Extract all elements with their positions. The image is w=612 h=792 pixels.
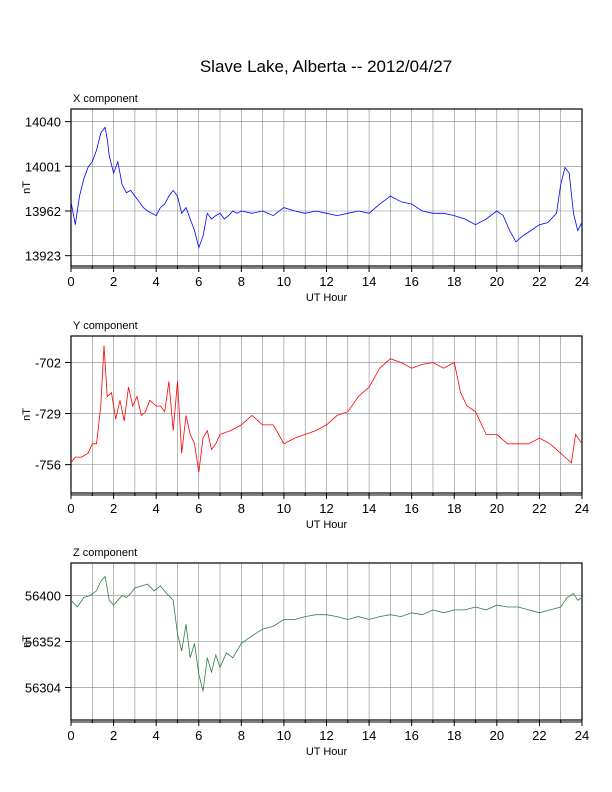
y-tick-label: -729 [35,407,61,422]
x-tick-label: 0 [67,728,74,743]
x-tick-label: 4 [153,274,160,289]
x-tick-label: 0 [67,274,74,289]
x-axis-label: UT Hour [306,746,348,758]
x-tick-label: 14 [362,501,376,516]
x-tick-label: 18 [447,274,461,289]
component-label: Z component [73,547,137,559]
x-tick-label: 10 [277,728,291,743]
x-tick-label: 10 [277,274,291,289]
x-tick-label: 14 [362,728,376,743]
x-tick-label: 2 [110,274,117,289]
y-axis-label: nT [21,408,33,421]
x-tick-label: 2 [110,728,117,743]
x-tick-label: 6 [195,501,202,516]
x-tick-label: 2 [110,501,117,516]
x-tick-label: 16 [404,728,418,743]
x-tick-label: 8 [238,728,245,743]
page-title: Slave Lake, Alberta -- 2012/04/27 [199,57,453,76]
x-tick-label: 6 [195,274,202,289]
x-tick-label: 14 [362,274,376,289]
x-tick-label: 6 [195,728,202,743]
x-tick-label: 22 [532,501,546,516]
component-label: Y component [73,320,138,332]
series-line [70,126,583,250]
x-tick-label: 22 [532,728,546,743]
x-tick-label: 18 [447,728,461,743]
y-tick-label: 14040 [25,115,61,130]
y-axis-label: nT [21,635,33,648]
x-tick-label: 24 [575,728,589,743]
component-label: X component [73,93,138,105]
series-line [70,575,583,692]
x-axis-label: UT Hour [306,519,348,531]
x-tick-label: 20 [490,728,504,743]
x-tick-label: 12 [319,728,333,743]
x-tick-label: 8 [238,501,245,516]
y-tick-label: 56304 [25,680,61,695]
x-tick-label: 8 [238,274,245,289]
x-tick-label: 24 [575,501,589,516]
x-tick-label: 16 [404,501,418,516]
y-tick-label: -756 [35,458,61,473]
x-tick-label: 4 [153,501,160,516]
y-tick-label: 56400 [25,589,61,604]
x-tick-label: 4 [153,728,160,743]
x-tick-label: 18 [447,501,461,516]
x-tick-label: 20 [490,501,504,516]
y-tick-label: 14001 [25,159,61,174]
x-tick-label: 0 [67,501,74,516]
x-axis-label: UT Hour [306,292,348,304]
x-tick-label: 10 [277,501,291,516]
x-tick-label: 16 [404,274,418,289]
x-tick-label: 20 [490,274,504,289]
series-line [70,345,583,473]
x-tick-label: 12 [319,274,333,289]
x-tick-label: 22 [532,274,546,289]
x-tick-label: 24 [575,274,589,289]
y-tick-label: 13923 [25,249,61,264]
y-axis-label: nT [21,181,33,194]
x-tick-label: 12 [319,501,333,516]
y-tick-label: -702 [35,355,61,370]
y-tick-label: 56352 [25,635,61,650]
y-tick-label: 13962 [25,204,61,219]
